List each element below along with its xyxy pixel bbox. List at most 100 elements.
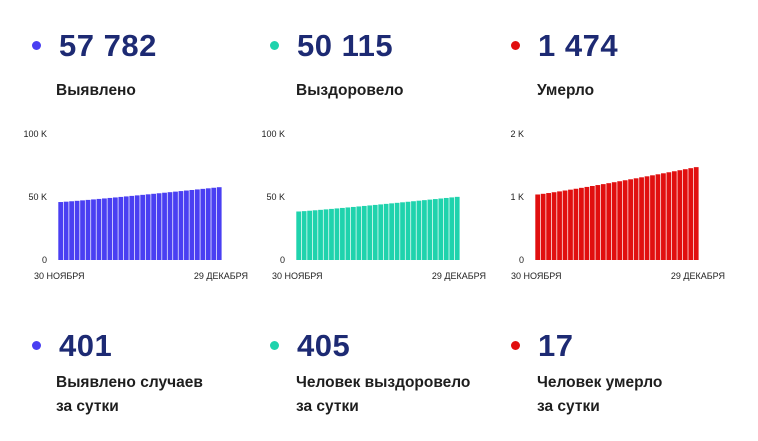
- y-tick-label: 0: [280, 255, 285, 265]
- bar: [589, 186, 595, 260]
- bar: [216, 187, 222, 260]
- blue-dot-icon: [32, 341, 41, 350]
- bar: [329, 208, 334, 260]
- y-tick-label: 0: [519, 255, 524, 265]
- chart-deaths-svg: 0 1 K 2 K 30 НОЯБРЯ 29 ДЕКАБРЯ: [510, 129, 725, 281]
- bar: [454, 196, 460, 260]
- bar: [102, 198, 107, 260]
- bar: [378, 204, 384, 260]
- bar: [617, 181, 623, 260]
- recovered-total: 50 115: [297, 28, 394, 63]
- x-label-end: 29 ДЕКАБРЯ: [194, 271, 248, 281]
- chart-detected-svg: 0 50 K 100 K 30 НОЯБРЯ 29 ДЕКАБРЯ: [23, 129, 248, 281]
- daily-deaths-label: Человек умерло за сутки: [537, 371, 662, 419]
- y-tick-label: 50 K: [266, 192, 285, 202]
- y-tick-label: 100 K: [23, 129, 47, 139]
- bar: [74, 200, 80, 260]
- detected-total: 57 782: [59, 28, 157, 63]
- bar: [178, 191, 184, 260]
- bar: [644, 176, 650, 260]
- bar: [535, 194, 541, 260]
- chart-recovered-svg: 0 50 K 100 K 30 НОЯБРЯ 29 ДЕКАБРЯ: [261, 129, 486, 281]
- daily-detected-label: Выявлено случаев за сутки: [56, 371, 203, 419]
- daily-detected-line1: Выявлено случаев: [56, 374, 203, 391]
- bar: [91, 199, 96, 260]
- stat-daily-deaths: 17 Человек умерло за сутки: [511, 330, 662, 419]
- bar: [639, 177, 644, 260]
- bar: [85, 199, 91, 260]
- bar: [107, 197, 113, 260]
- daily-recovered-value: 405: [297, 328, 351, 363]
- detected-label: Выявлено: [56, 82, 136, 99]
- daily-deaths-line1: Человек умерло: [537, 374, 663, 391]
- red-dot-icon: [511, 341, 520, 350]
- y-tick-label: 2 K: [510, 129, 524, 139]
- green-dot-icon: [270, 41, 279, 50]
- bar: [312, 210, 318, 260]
- bar: [573, 188, 579, 260]
- bar: [422, 200, 427, 260]
- bar: [655, 174, 661, 260]
- y-tick-label: 50 K: [28, 192, 47, 202]
- bar: [540, 193, 546, 260]
- green-dot-icon: [270, 341, 279, 350]
- bar: [134, 195, 140, 260]
- bar: [318, 209, 323, 260]
- daily-recovered-label: Человек выздоровело за сутки: [296, 371, 470, 419]
- bar: [340, 207, 345, 260]
- bar: [156, 193, 162, 260]
- x-label-start: 30 НОЯБРЯ: [34, 271, 85, 281]
- bar: [383, 203, 389, 260]
- bar: [661, 173, 666, 260]
- bar: [546, 193, 551, 260]
- daily-recovered-line2: за сутки: [296, 398, 359, 415]
- bar: [666, 172, 672, 260]
- bar: [80, 200, 85, 260]
- bar: [600, 184, 606, 260]
- bar: [323, 209, 329, 260]
- bar: [151, 193, 156, 260]
- y-tick-label: 1 K: [510, 192, 524, 202]
- bar: [118, 196, 124, 260]
- bar: [58, 202, 64, 260]
- bar: [184, 190, 189, 260]
- bar: [200, 188, 206, 260]
- daily-recovered-line1: Человек выздоровело: [296, 374, 471, 391]
- bar: [162, 192, 167, 260]
- bar: [194, 189, 200, 260]
- daily-detected-line2: за сутки: [56, 398, 119, 415]
- bar: [671, 171, 677, 260]
- bar: [693, 167, 699, 260]
- bar: [96, 198, 102, 260]
- bar: [611, 182, 617, 260]
- bar: [551, 192, 557, 260]
- bar: [606, 183, 612, 260]
- bar: [140, 194, 146, 260]
- bar: [677, 170, 683, 260]
- bar: [63, 201, 69, 260]
- blue-dot-icon: [32, 41, 41, 50]
- stat-detected: 57 782 Выявлено: [32, 30, 157, 103]
- deaths-total: 1 474: [538, 28, 619, 63]
- bar: [211, 187, 217, 260]
- bar: [296, 211, 302, 260]
- bar: [372, 204, 378, 260]
- bar: [688, 168, 694, 260]
- bar: [622, 180, 628, 260]
- bar: [356, 206, 362, 260]
- stat-daily-detected: 401 Выявлено случаев за сутки: [32, 330, 203, 419]
- bar: [367, 205, 373, 260]
- stat-deaths: 1 474 Умерло: [511, 30, 618, 103]
- bar: [307, 210, 312, 260]
- bar: [189, 189, 195, 260]
- bar: [405, 201, 411, 260]
- y-tick-label: 0: [42, 255, 47, 265]
- recovered-label: Выздоровело: [296, 82, 404, 99]
- bar: [628, 179, 633, 260]
- bar: [145, 194, 151, 260]
- bar: [411, 201, 416, 260]
- daily-deaths-value: 17: [538, 328, 574, 363]
- x-label-end: 29 ДЕКАБРЯ: [671, 271, 725, 281]
- bar: [427, 199, 433, 260]
- chart-recovered: 0 50 K 100 K 30 НОЯБРЯ 29 ДЕКАБРЯ: [258, 122, 486, 292]
